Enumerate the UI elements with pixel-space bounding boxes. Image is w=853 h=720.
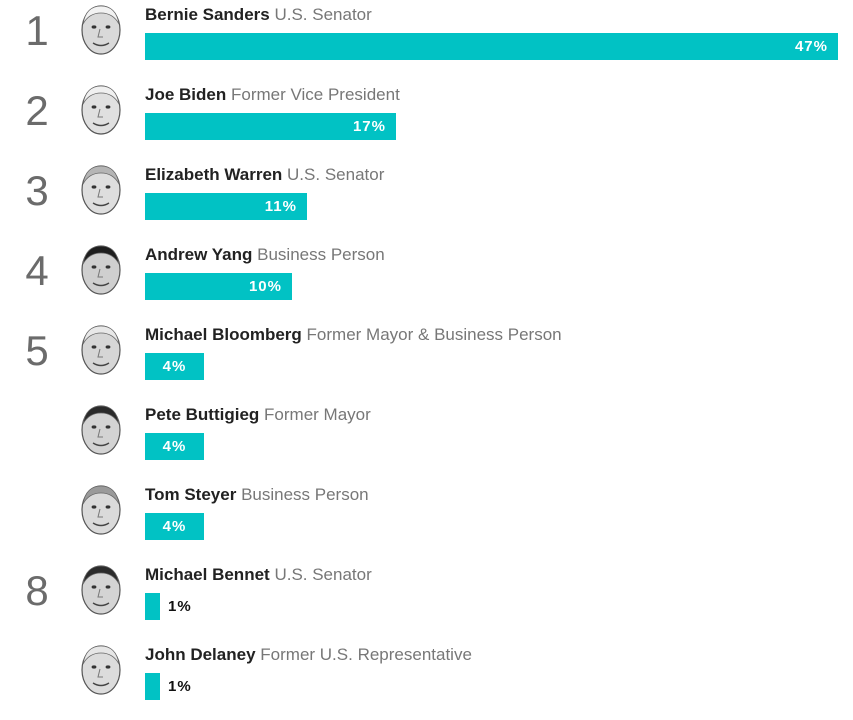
- pete-buttigieg-portrait-icon: [78, 402, 124, 456]
- joe-biden-portrait-icon: [78, 82, 124, 136]
- candidate-label: Pete Buttigieg Former Mayor: [145, 405, 371, 425]
- poll-value-label: 1%: [168, 678, 192, 695]
- candidate-row: Tom Steyer Business Person 4%: [0, 480, 853, 560]
- bernie-sanders-portrait-icon: [78, 2, 124, 56]
- candidate-name: Michael Bennet: [145, 565, 270, 584]
- tom-steyer-portrait-icon: [78, 482, 124, 536]
- candidate-name: Michael Bloomberg: [145, 325, 302, 344]
- candidate-title: Former Mayor & Business Person: [306, 325, 562, 344]
- candidate-row: 4 Andrew Yang Business Person 10%: [0, 240, 853, 320]
- poll-value-label: 4%: [162, 358, 187, 375]
- candidate-title: Business Person: [257, 245, 385, 264]
- michael-bloomberg-portrait-icon: [78, 322, 124, 376]
- candidate-title: Former U.S. Representative: [260, 645, 472, 664]
- poll-value-label: 10%: [248, 278, 282, 295]
- candidate-title: U.S. Senator: [274, 565, 372, 584]
- candidate-label: Andrew Yang Business Person: [145, 245, 385, 265]
- rank-number: 3: [25, 167, 49, 214]
- poll-bar: [145, 673, 160, 700]
- poll-value-label: 11%: [264, 198, 297, 215]
- michael-bennet-portrait-icon: [78, 562, 124, 616]
- poll-value-label: 17%: [352, 118, 386, 135]
- candidate-name: Pete Buttigieg: [145, 405, 260, 424]
- candidate-label: Michael Bennet U.S. Senator: [145, 565, 372, 585]
- poll-value-label: 4%: [162, 438, 187, 455]
- poll-bar: [145, 593, 160, 620]
- candidate-row: 5 Michael Bloomberg Former Mayor & Busine…: [0, 320, 853, 400]
- poll-bar: [145, 433, 204, 460]
- poll-bar: [145, 193, 307, 220]
- candidate-row: John Delaney Former U.S. Representative 1…: [0, 640, 853, 720]
- candidate-name: Elizabeth Warren: [145, 165, 283, 184]
- candidate-row: Pete Buttigieg Former Mayor 4%: [0, 400, 853, 480]
- poll-bar: [145, 113, 396, 140]
- candidate-title: Former Vice President: [230, 85, 400, 104]
- rank-number: 1: [25, 7, 49, 54]
- poll-bar: [145, 513, 204, 540]
- candidate-title: U.S. Senator: [287, 165, 385, 184]
- poll-value-label: 1%: [168, 598, 192, 615]
- poll-value-label: 4%: [162, 518, 187, 535]
- rank-number: 4: [25, 247, 49, 294]
- candidate-name: Joe Biden: [145, 85, 227, 104]
- candidate-label: Tom Steyer Business Person: [145, 485, 369, 505]
- candidate-title: Former Mayor: [264, 405, 371, 424]
- poll-bar: [145, 33, 838, 60]
- candidate-title: U.S. Senator: [274, 5, 372, 24]
- andrew-yang-portrait-icon: [78, 242, 124, 296]
- candidate-row: 2 Joe Biden Former Vice President 17%: [0, 80, 853, 160]
- rank-number: 5: [25, 327, 49, 374]
- candidate-title: Business Person: [241, 485, 369, 504]
- candidate-row: 3 Elizabeth Warren U.S. Senator 11%: [0, 160, 853, 240]
- candidate-row: 1 Bernie Sanders U.S. Senator 47%: [0, 0, 853, 80]
- candidate-name: Tom Steyer: [145, 485, 237, 504]
- rank-number: 2: [25, 87, 49, 134]
- candidate-label: Elizabeth Warren U.S. Senator: [145, 165, 384, 185]
- elizabeth-warren-portrait-icon: [78, 162, 124, 216]
- poll-bar: [145, 353, 204, 380]
- candidate-label: Joe Biden Former Vice President: [145, 85, 400, 105]
- candidate-name: Bernie Sanders: [145, 5, 270, 24]
- rank-number: 8: [25, 567, 49, 614]
- poll-bar: [145, 273, 292, 300]
- candidate-label: Bernie Sanders U.S. Senator: [145, 5, 372, 25]
- candidate-row: 8 Michael Bennet U.S. Senator 1%: [0, 560, 853, 640]
- john-delaney-portrait-icon: [78, 642, 124, 696]
- candidate-name: Andrew Yang: [145, 245, 253, 264]
- candidate-label: Michael Bloomberg Former Mayor & Busines…: [145, 325, 562, 345]
- candidate-name: John Delaney: [145, 645, 256, 664]
- poll-value-label: 47%: [794, 38, 828, 55]
- candidate-label: John Delaney Former U.S. Representative: [145, 645, 472, 665]
